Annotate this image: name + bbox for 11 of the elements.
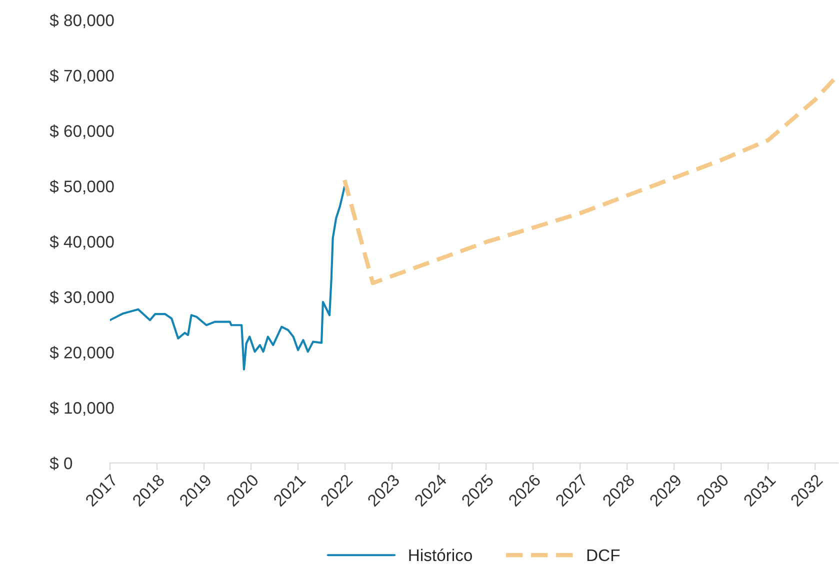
y-tick-label: $ 20,000 <box>50 346 114 360</box>
legend-label: DCF <box>587 549 620 562</box>
y-tick-label: $ 10,000 <box>50 401 114 416</box>
y-tick-label: $ 60,000 <box>50 124 114 139</box>
y-tick-label: $ 30,000 <box>50 290 114 306</box>
y-tick-label: $ 70,000 <box>50 69 114 84</box>
y-tick-label: $ 0 <box>50 456 72 470</box>
y-tick-label: $ 80,000 <box>50 14 114 28</box>
y-tick-label: $ 40,000 <box>50 235 114 250</box>
legend-label: Histórico <box>409 548 472 562</box>
y-tick-label: $ 50,000 <box>50 180 114 194</box>
